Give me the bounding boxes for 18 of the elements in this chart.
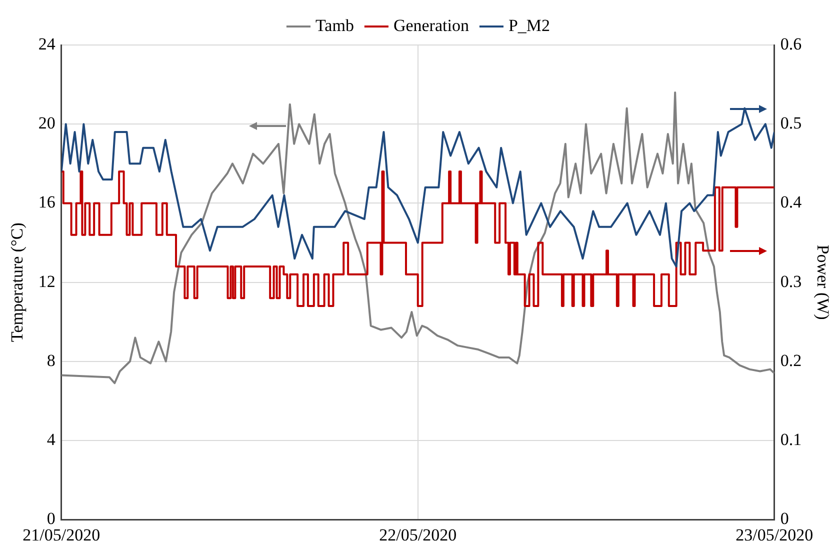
y-tick-label: 24	[38, 34, 56, 54]
y2-tick-label: 0.1	[780, 430, 802, 449]
x-tick-label: 22/05/2020	[379, 525, 457, 544]
y2-tick-label: 0.5	[780, 114, 802, 133]
y2-tick-label: 0.6	[780, 34, 802, 54]
y-tick-label: 4	[46, 430, 56, 449]
y-tick-label: 20	[38, 114, 56, 133]
y-tick-label: 12	[38, 272, 56, 291]
y2-tick-label: 0.4	[780, 192, 802, 212]
y2-axis-title: Power (W)	[813, 244, 832, 320]
y-tick-label: 16	[38, 192, 56, 212]
y-tick-label: 8	[46, 350, 56, 370]
legend-label: P_M2	[508, 16, 550, 35]
y2-tick-label: 0.3	[780, 272, 802, 291]
y-axis-title: Temperature (°C)	[8, 222, 27, 342]
y2-tick-label: 0.2	[780, 350, 802, 370]
legend-label: Tamb	[315, 16, 354, 35]
legend-label: Generation	[393, 16, 470, 35]
